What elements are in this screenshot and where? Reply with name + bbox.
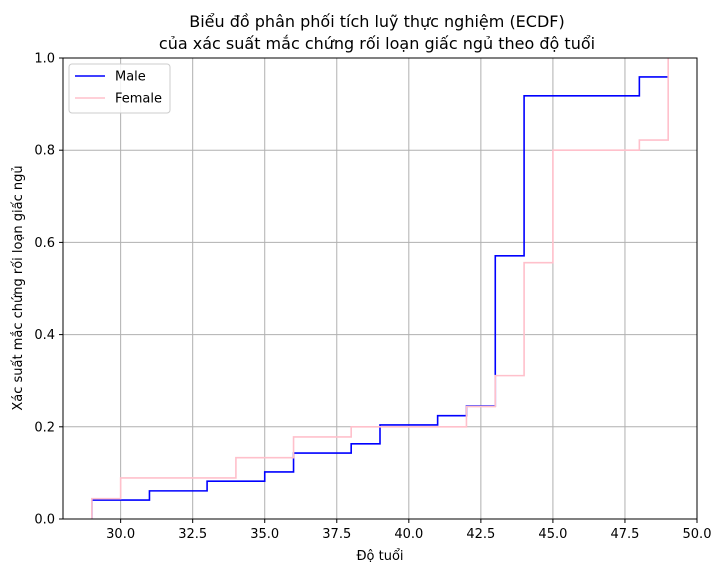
plot-frame — [62, 57, 698, 520]
y-tick-label: 0.8 — [34, 144, 55, 159]
x-tick-label: 40.0 — [394, 527, 423, 542]
y-axis-label: Xác suất mắc chứng rối loạn giấc ngủ — [11, 165, 26, 410]
series-layer — [91, 58, 669, 519]
chart-title-line-1: Biểu đồ phân phối tích luỹ thực nghiệm (… — [189, 12, 564, 31]
grid — [63, 57, 698, 520]
y-tick-label: 0.6 — [34, 236, 55, 251]
x-tick-label: 35.0 — [250, 527, 279, 542]
x-tick-label: 42.5 — [466, 527, 495, 542]
y-tick-label: 0.0 — [34, 513, 55, 528]
x-tick-label: 30.0 — [106, 527, 135, 542]
y-tick-label: 0.4 — [34, 328, 55, 343]
x-tick-label: 32.5 — [178, 527, 207, 542]
x-tick-label: 50.0 — [683, 527, 712, 542]
x-axis: 30.0 32.5 35.0 37.5 40.0 42.5 45.0 47.5 50.0 — [106, 519, 711, 542]
y-axis: 0.0 0.2 0.4 0.6 0.8 1.0 — [34, 52, 63, 528]
x-tick-label: 37.5 — [322, 527, 351, 542]
series-line-male — [91, 76, 669, 519]
series-line-female — [91, 58, 669, 519]
chart-title-line-2: của xác suất mắc chứng rối loạn giấc ngủ… — [159, 34, 595, 53]
legend-label-male: Male — [115, 70, 146, 85]
x-tick-label: 45.0 — [538, 527, 567, 542]
y-tick-label: 1.0 — [34, 52, 55, 67]
legend: Male Female — [68, 63, 171, 114]
legend-label-female: Female — [115, 92, 162, 107]
x-axis-label: Độ tuổi — [356, 549, 403, 564]
x-tick-label: 47.5 — [610, 527, 639, 542]
y-tick-label: 0.2 — [34, 420, 55, 435]
